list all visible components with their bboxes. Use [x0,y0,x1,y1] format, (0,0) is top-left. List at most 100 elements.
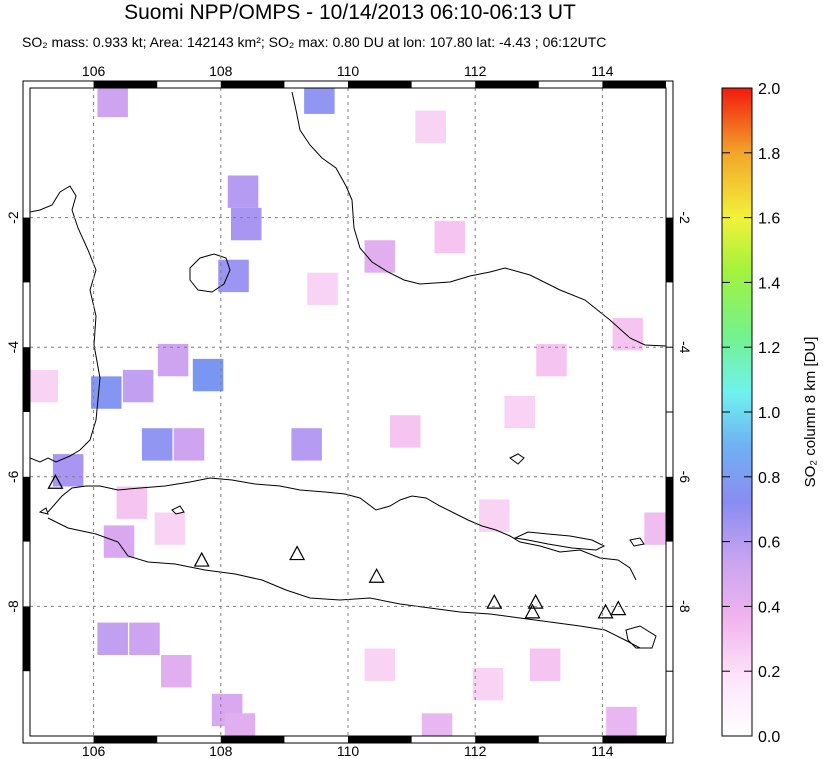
map-title: Suomi NPP/OMPS - 10/14/2013 06:10-06:13 … [124,1,576,24]
lat-tick-label-left: -8 [5,600,21,613]
lon-tick-label-bottom: 108 [209,743,233,759]
coastline-islets [38,505,645,547]
volcano-icon [368,567,385,583]
lon-tick-label-bottom: 106 [82,743,106,759]
so2-pixel [421,713,453,736]
so2-pixel [504,395,535,429]
lat-tick-label-right: -8 [677,600,693,613]
lat-tick-label-left: -2 [5,211,21,224]
border-bar-top [602,81,666,88]
so2-pixel [536,343,567,377]
lat-tick-label-right: -6 [677,471,693,484]
so2-pixel [91,376,122,409]
lon-tick-label-bottom: 114 [591,743,614,759]
so2-pixel [218,259,249,293]
colorbar-label: SO₂ column 8 km [DU] [802,337,819,488]
border-bar-bottom [348,736,412,743]
border-bar-top [93,81,158,88]
volcano-icon [47,474,64,489]
so2-pixel [364,240,396,273]
so2-pixel [291,428,322,461]
coastlines [30,91,666,649]
so2-pixel [304,88,335,114]
lon-tick-label-top: 114 [591,63,614,79]
volcano-icon [524,603,541,619]
so2-pixel [224,713,256,736]
lon-tick-label-top: 110 [337,63,360,79]
colorbar-tick-label: 1.2 [758,340,780,357]
so2-pixel [116,486,148,519]
so2-pixel [472,667,504,701]
colorbar-tick-label: 0.0 [758,729,780,746]
border-bar-bottom [602,736,666,743]
coastline-bali [625,625,657,649]
coastline-bawean [509,453,525,465]
border-bar-top [348,81,412,88]
tick-labels: 106 106 108 108 110 110 112 112 114 114 -2 -2 -4 -4 -6… [5,63,693,759]
lat-tick-label-right: -2 [677,211,693,224]
colorbar-tick-label: 0.8 [758,470,780,487]
coastline-java-north [47,477,637,581]
so2-pixel [103,525,135,558]
colorbar-tick-label: 0.6 [758,535,780,552]
lon-tick-label-top: 112 [464,63,487,79]
lon-tick-label-bottom: 110 [337,743,360,759]
volcano-markers [47,474,627,619]
so2-pixel [606,706,637,736]
border-bar-left [23,217,30,283]
lon-tick-label-top: 108 [209,63,233,79]
volcano-icon [527,593,544,609]
so2-pixel [529,648,561,681]
colorbar-tick-label: 1.8 [758,146,780,163]
so2-pixel [230,207,262,241]
map-border-bars [22,80,674,744]
volcano-icon [486,593,503,609]
border-bar-left [23,606,30,672]
so2-pixel [479,499,510,532]
so2-pixel [612,318,644,351]
so2-pixel [227,175,259,208]
border-bar-left [23,476,30,542]
colorbar-tick-label: 1.0 [758,405,780,422]
border-bar-right [665,346,674,413]
colorbar-tick-label: 0.2 [758,664,780,681]
lon-tick-label-bottom: 112 [464,743,487,759]
volcano-icon [289,545,306,561]
coastline-java-south [47,517,641,649]
border-bar-bottom [220,736,285,743]
so2-pixel [122,369,154,403]
coastline-borneo [291,91,666,347]
border-bar-right [665,605,674,672]
so2-pixel [52,454,84,487]
so2-pixel [157,343,189,377]
lat-tick-label-left: -6 [5,470,21,483]
volcano-icon [597,603,614,619]
so2-pixel [97,88,128,118]
border-bar-right [666,217,673,283]
coastline-sumatra [30,185,101,463]
volcano-icon [610,600,627,616]
border-bar-left [23,347,30,412]
border-bar-right [666,476,673,542]
colorbar-tick-label: 1.4 [758,275,780,292]
so2-pixel [173,428,205,461]
map-subtitle: SO₂ mass: 0.933 kt; Area: 142143 km²; SO… [22,34,607,50]
colorbar-tick-label: 2.0 [758,81,780,98]
volcano-icon [193,551,210,567]
border-bar-bottom [475,736,539,743]
so2-pixel [154,512,186,545]
lat-tick-label-right: -4 [677,341,693,354]
so2-pixel [192,358,224,392]
colorbar-ticks: 0.0 0.2 0.4 0.6 0.8 1.0 1.2 1.4 1.6 1.8 2.0 [722,81,780,746]
so2-pixel-layer [30,88,666,736]
so2-pixel [389,415,421,448]
border-bar-bottom [93,736,158,743]
so2-pixel [415,110,446,144]
so2-pixel [307,272,338,306]
lat-tick-label-left: -4 [5,341,21,354]
so2-pixel [364,648,396,681]
border-bar-top [220,81,285,88]
colorbar-tick-label: 1.6 [758,211,780,228]
so2-pixel [129,622,160,655]
